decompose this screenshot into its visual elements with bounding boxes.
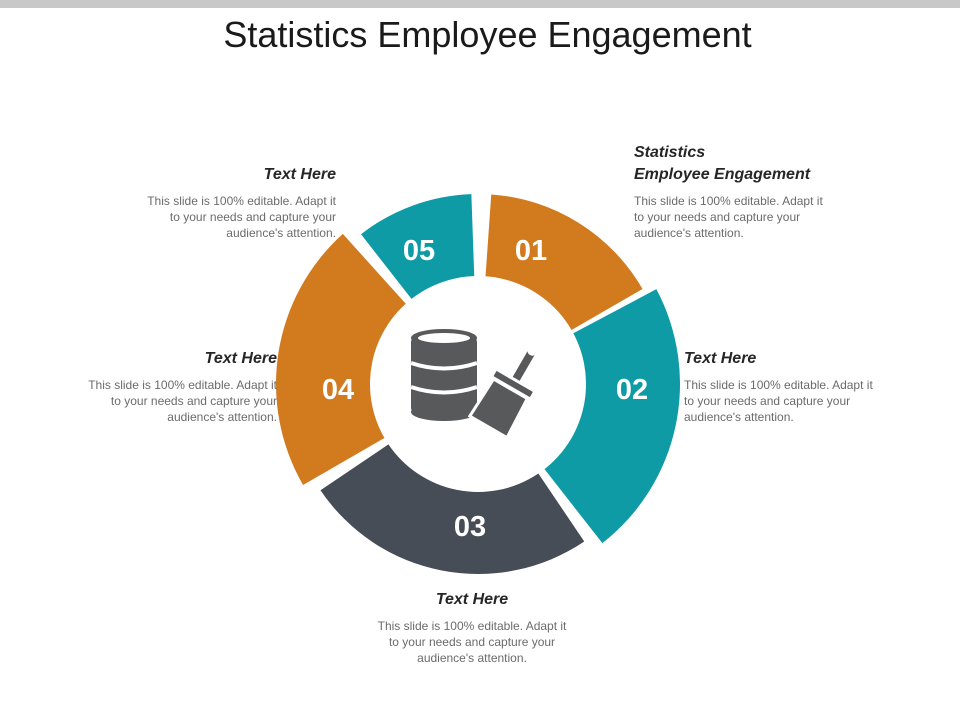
text-block-04: Text Here This slide is 100% editable. A… [77,348,277,425]
block-05-heading: Text Here [263,166,336,183]
block-03-heading: Text Here [435,591,509,608]
block-03-body: This slide is 100% editable. Adapt it to… [377,619,567,665]
block-01-heading-line2: Employee Engagement [634,166,811,183]
top-bar [0,0,960,8]
segment-label-02: 02 [616,374,648,406]
block-01-heading: Statistics Employee Engagement [634,142,864,186]
block-05-body: This slide is 100% editable. Adapt it to… [147,194,336,240]
text-block-03: Text Here This slide is 100% editable. A… [372,589,572,666]
segment-label-04: 04 [322,374,354,406]
segment-05 [361,194,475,309]
block-01-body: This slide is 100% editable. Adapt it to… [634,194,823,240]
segment-01 [484,194,643,336]
block-01-heading-line1: Statistics [634,144,706,161]
block-04-body: This slide is 100% editable. Adapt it to… [88,378,277,424]
text-block-01: Statistics Employee Engagement This slid… [634,142,864,241]
block-04-heading: Text Here [204,350,277,367]
block-02-heading: Text Here [684,350,757,367]
page-title: Statistics Employee Engagement [223,14,752,55]
text-block-02: Text Here This slide is 100% editable. A… [684,348,884,425]
segment-label-05: 05 [403,235,435,267]
segment-label-01: 01 [515,235,547,267]
database-brush-icon [410,329,540,440]
text-block-05: Text Here This slide is 100% editable. A… [136,164,336,241]
block-02-body: This slide is 100% editable. Adapt it to… [684,378,873,424]
segment-label-03: 03 [454,511,486,543]
center-circle [370,276,586,492]
